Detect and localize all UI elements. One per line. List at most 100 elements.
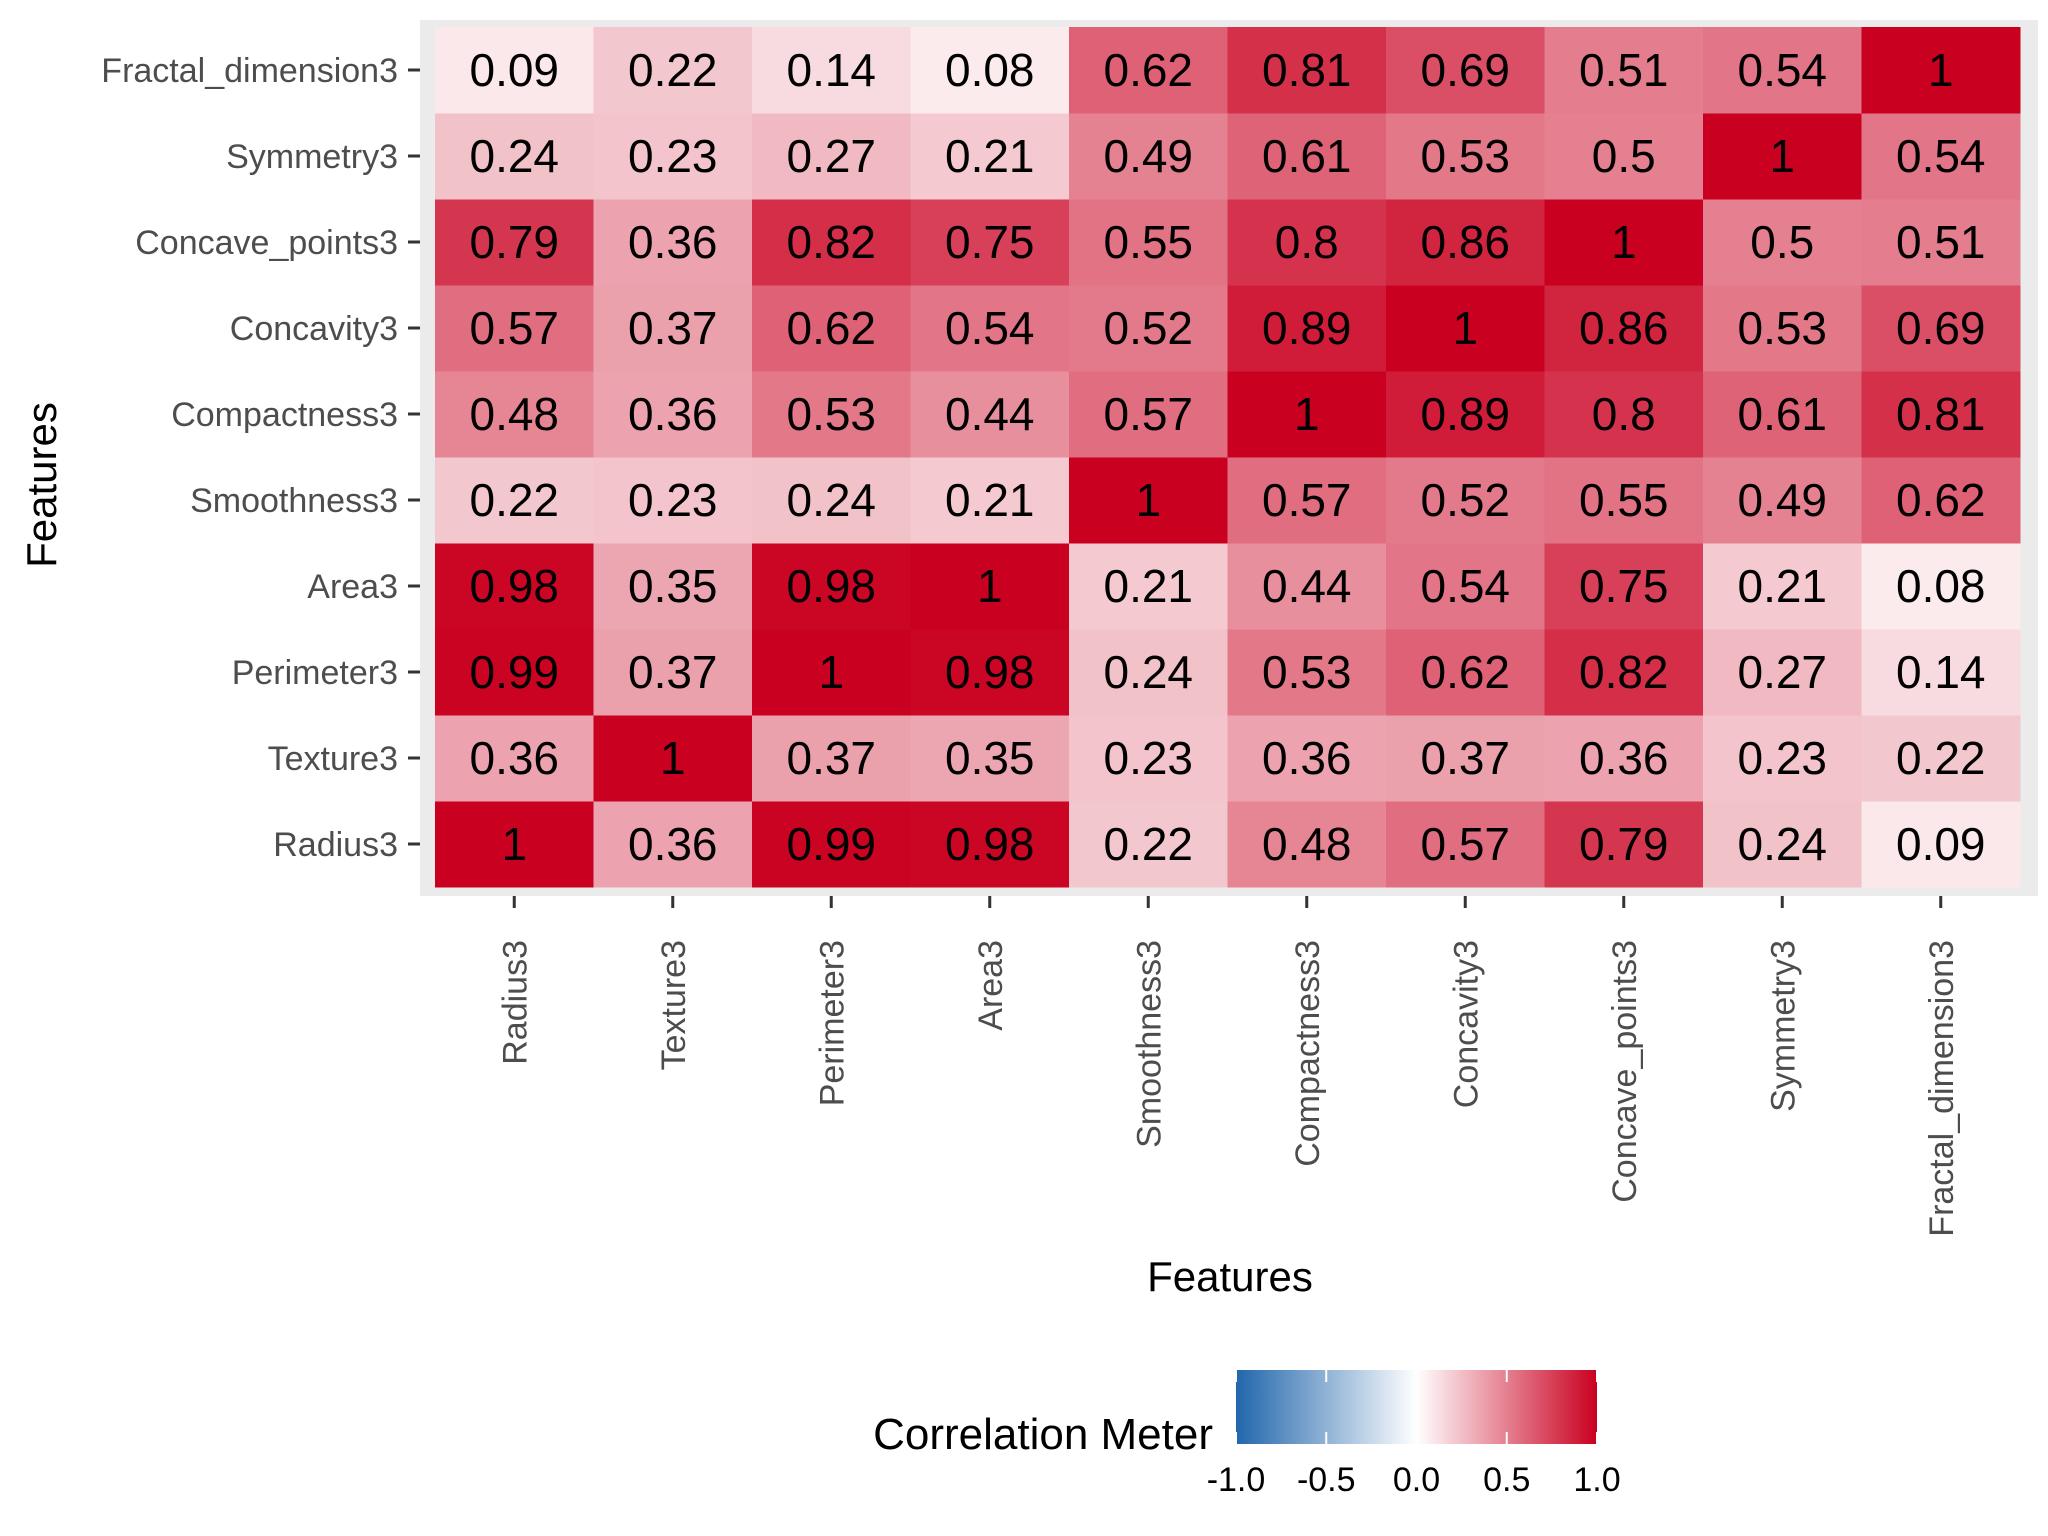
heatmap-cell-label: 0.22 [469,474,559,526]
heatmap-cell-Concavity3-Compactness3 [1227,285,1387,372]
heatmap-cell-label: 0.36 [1262,732,1352,784]
heatmap-cell-label: 0.82 [786,216,876,268]
heatmap-cell-Concavity3-Perimeter3 [752,285,911,372]
heatmap-cell-Radius3-Perimeter3 [752,801,911,888]
heatmap-cell-Concavity3-Concavity3 [1386,285,1545,372]
heatmap-cell-label: 0.21 [945,474,1035,526]
heatmap-cell-Perimeter3-Perimeter3 [752,629,911,716]
heatmap-cell-label: 0.61 [1262,130,1352,182]
heatmap-cell-Texture3-Perimeter3 [752,715,911,802]
heatmap-cell-label: 0.27 [786,130,876,182]
x-axis-tick-label: Concavity3 [1447,940,1485,1108]
heatmap-cell-label: 1 [1611,216,1637,268]
heatmap-cell-label: 0.53 [1737,302,1827,354]
y-axis-tick-label: Concavity3 [230,310,398,348]
heatmap-cell-Fractal_dimension3-Concave_points3 [1544,27,1704,114]
heatmap-cell-label: 0.55 [1579,474,1669,526]
heatmap-cell-label: 0.37 [628,646,718,698]
y-axis-tick-label: Perimeter3 [232,654,398,692]
heatmap-cell-label: 0.55 [1103,216,1193,268]
heatmap-cell-label: 0.5 [1750,216,1814,268]
heatmap-cell-Area3-Area3 [910,543,1070,630]
x-axis-tick-label: Concave_points3 [1606,940,1644,1203]
heatmap-cell-label: 0.21 [1737,560,1827,612]
x-axis-tick-label: Compactness3 [1289,940,1327,1167]
heatmap-cell-label: 0.23 [628,474,718,526]
legend-tick-label: 1.0 [1573,1461,1620,1499]
heatmap-cell-label: 0.36 [628,818,718,870]
heatmap-cell-label: 0.51 [1579,44,1669,96]
heatmap-cell-Perimeter3-Symmetry3 [1703,629,1862,716]
heatmap-cell-label: 0.22 [1896,732,1986,784]
heatmap-cell-Symmetry3-Concavity3 [1386,113,1545,200]
heatmap-cell-Fractal_dimension3-Smoothness3 [1069,27,1228,114]
heatmap-cell-Fractal_dimension3-Fractal_dimension3 [1861,27,2021,114]
heatmap-cell-label: 0.24 [1737,818,1827,870]
heatmap-cell-label: 0.81 [1896,388,1986,440]
x-axis-tick-label: Radius3 [496,940,534,1065]
heatmap-cell-Fractal_dimension3-Perimeter3 [752,27,911,114]
heatmap-cell-Symmetry3-Area3 [910,113,1070,200]
heatmap-cell-Smoothness3-Fractal_dimension3 [1861,457,2021,544]
heatmap-cell-Smoothness3-Area3 [910,457,1070,544]
y-axis-title: Features [18,402,65,568]
heatmap-cell-Perimeter3-Radius3 [435,629,594,716]
heatmap-cell-label: 0.37 [786,732,876,784]
heatmap-cell-Concave_points3-Compactness3 [1227,199,1387,286]
heatmap-cell-label: 0.27 [1737,646,1827,698]
heatmap-cell-label: 0.14 [1896,646,1986,698]
heatmap-cell-Fractal_dimension3-Compactness3 [1227,27,1387,114]
heatmap-cell-Area3-Smoothness3 [1069,543,1228,630]
heatmap-cell-label: 0.57 [469,302,559,354]
heatmap-cell-label: 0.86 [1579,302,1669,354]
heatmap-cell-Perimeter3-Fractal_dimension3 [1861,629,2021,716]
legend-tick-label: -1.0 [1207,1461,1266,1499]
y-axis-tick-label: Smoothness3 [190,482,398,520]
heatmap-cell-Area3-Radius3 [435,543,594,630]
heatmap-cell-Compactness3-Radius3 [435,371,594,458]
heatmap-cell-label: 0.24 [786,474,876,526]
y-axis-tick-label: Radius3 [273,826,398,864]
heatmap-cell-labels: 1 0.36 0.99 0.98 0.22 0.48 0.57 0.79 0.24 0.09 0.3… [469,44,1985,870]
legend: Correlation Meter -1.0 -0.5 0.0 0.5 1.0 [873,1370,1621,1499]
heatmap-cell-label: 0.14 [786,44,876,96]
x-axis-title: Features [1147,1253,1313,1300]
heatmap-cell-label: 0.89 [1420,388,1510,440]
heatmap-cell-label: 0.62 [1896,474,1986,526]
heatmap-cell-Concavity3-Area3 [910,285,1070,372]
heatmap-cell-Concave_points3-Smoothness3 [1069,199,1228,286]
heatmap-cell-label: 0.57 [1103,388,1193,440]
legend-colorbar [1236,1370,1597,1444]
heatmap-cell-Area3-Concave_points3 [1544,543,1704,630]
heatmap-cell-label: 0.22 [1103,818,1193,870]
legend-tick-label: 0.0 [1393,1461,1440,1499]
heatmap-cell-label: 0.98 [786,560,876,612]
heatmap-cell-Concave_points3-Radius3 [435,199,594,286]
x-axis-tick-label: Perimeter3 [813,940,851,1106]
heatmap-cell-Smoothness3-Compactness3 [1227,457,1387,544]
heatmap-cell-Radius3-Compactness3 [1227,801,1387,888]
heatmap-cell-label: 0.69 [1896,302,1986,354]
heatmap-cell-label: 0.36 [628,388,718,440]
heatmap-cell-label: 0.35 [945,732,1035,784]
heatmap-cell-label: 0.36 [628,216,718,268]
heatmap-cell-label: 1 [818,646,844,698]
heatmap-cell-Smoothness3-Symmetry3 [1703,457,1862,544]
heatmap-cell-label: 1 [1135,474,1161,526]
heatmap-cell-label: 0.54 [1420,560,1510,612]
legend-tick-label: 0.5 [1483,1461,1530,1499]
heatmap-cell-Concave_points3-Concave_points3 [1544,199,1704,286]
y-axis-tick-label: Concave_points3 [135,224,398,262]
heatmap-cell-Compactness3-Symmetry3 [1703,371,1862,458]
heatmap-cell-label: 0.62 [1420,646,1510,698]
heatmap-cell-Fractal_dimension3-Radius3 [435,27,594,114]
heatmap-cell-label: 1 [1294,388,1320,440]
heatmap-cell-Concavity3-Texture3 [593,285,753,372]
heatmap-cell-Radius3-Fractal_dimension3 [1861,801,2021,888]
heatmap-cell-label: 0.52 [1103,302,1193,354]
heatmap-cell-label: 0.69 [1420,44,1510,96]
heatmap-cell-Concavity3-Radius3 [435,285,594,372]
heatmap-cell-Concave_points3-Area3 [910,199,1070,286]
